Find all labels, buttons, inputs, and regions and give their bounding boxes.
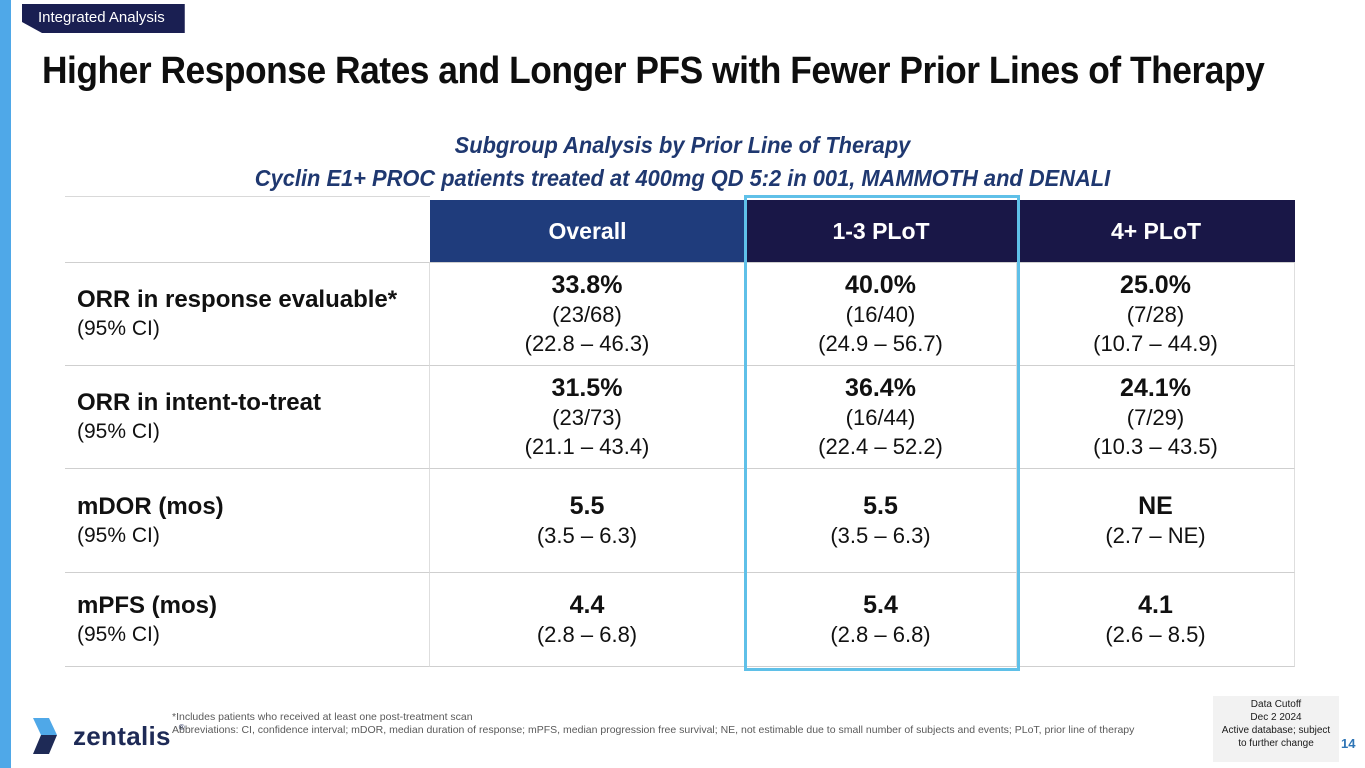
- row-sublabel: (95% CI): [77, 523, 160, 547]
- value-ci: (2.8 – 6.8): [830, 621, 931, 647]
- header-empty-cell: [65, 200, 430, 262]
- value-fraction: (7/28): [1126, 301, 1185, 327]
- row-label-cell: ORR in response evaluable* (95% CI): [65, 262, 430, 365]
- accent-bar: [0, 0, 11, 768]
- value-main: 24.1%: [1120, 373, 1191, 402]
- results-table: Overall 1-3 PLoT 4+ PLoT ORR in response…: [65, 200, 1295, 667]
- footnote-abbreviations: Abbreviations: CI, confidence interval; …: [172, 723, 1135, 736]
- table-top-border: [65, 196, 430, 197]
- subtitle-line1: Subgroup Analysis by Prior Line of Thera…: [454, 132, 911, 158]
- value-ci: (24.9 – 56.7): [818, 330, 943, 356]
- zentalis-wordmark: zentalis: [73, 720, 171, 751]
- value-main: 5.4: [863, 590, 898, 619]
- value-main: 5.5: [569, 491, 605, 520]
- cell-4plus-plot: 25.0% (7/28) (10.7 – 44.9): [1017, 262, 1295, 365]
- header-overall: Overall: [430, 200, 745, 262]
- value-ci: (3.5 – 6.3): [830, 522, 931, 548]
- zentalis-logo: zentalis ®: [28, 716, 185, 756]
- cell-4plus-plot: 24.1% (7/29) (10.3 – 43.5): [1017, 365, 1295, 468]
- cell-4plus-plot: NE (2.7 – NE): [1017, 468, 1295, 572]
- value-ci: (10.3 – 43.5): [1093, 433, 1218, 459]
- row-sublabel: (95% CI): [77, 622, 160, 646]
- value-main: 4.1: [1138, 590, 1173, 619]
- cell-1-3-plot: 40.0% (16/40) (24.9 – 56.7): [745, 262, 1017, 365]
- row-label: ORR in intent-to-treat: [77, 389, 321, 416]
- cell-overall: 5.5 (3.5 – 6.3): [430, 468, 745, 572]
- value-ci: (2.7 – NE): [1105, 522, 1206, 548]
- cell-overall: 31.5% (23/73) (21.1 – 43.4): [430, 365, 745, 468]
- row-label-cell: mDOR (mos) (95% CI): [65, 468, 430, 572]
- subtitle-line2: Cyclin E1+ PROC patients treated at 400m…: [254, 165, 1111, 191]
- row-sublabel: (95% CI): [77, 420, 160, 443]
- value-ci: (2.8 – 6.8): [536, 621, 638, 647]
- value-fraction: (7/29): [1126, 404, 1185, 430]
- value-ci: (22.8 – 46.3): [524, 330, 650, 356]
- value-ci: (2.6 – 8.5): [1105, 621, 1206, 647]
- cutoff-status: Active database; subject to further chan…: [1221, 725, 1331, 749]
- row-label: mPFS (mos): [77, 591, 218, 619]
- value-ci: (3.5 – 6.3): [536, 522, 638, 548]
- zentalis-logo-icon: [33, 718, 57, 754]
- cell-1-3-plot: 36.4% (16/44) (22.4 – 52.2): [745, 365, 1017, 468]
- value-fraction: (16/44): [845, 404, 916, 430]
- cutoff-title: Data Cutoff: [1250, 699, 1302, 710]
- footnote-asterisk: *Includes patients who received at least…: [172, 711, 473, 723]
- value-main: 36.4%: [845, 373, 916, 402]
- registered-mark: ®: [178, 722, 185, 732]
- row-label-cell: ORR in intent-to-treat (95% CI): [65, 365, 430, 468]
- value-ci: (22.4 – 52.2): [818, 433, 943, 459]
- row-label-cell: mPFS (mos) (95% CI): [65, 572, 430, 667]
- data-cutoff-box: Data Cutoff Dec 2 2024 Active database; …: [1213, 696, 1339, 762]
- cell-overall: 4.4 (2.8 – 6.8): [430, 572, 745, 667]
- footnotes: *Includes patients who received at least…: [172, 711, 1147, 736]
- value-ci: (21.1 – 43.4): [524, 433, 650, 459]
- row-sublabel: (95% CI): [77, 317, 160, 340]
- value-fraction: (23/73): [552, 404, 622, 430]
- slide-tag-label: Integrated Analysis: [38, 8, 165, 26]
- value-fraction: (16/40): [845, 301, 916, 327]
- slide-title: Higher Response Rates and Longer PFS wit…: [42, 50, 1265, 92]
- value-fraction: (23/68): [552, 301, 622, 327]
- header-1-3-plot: 1-3 PLoT: [745, 200, 1017, 262]
- header-4plus-plot: 4+ PLoT: [1017, 200, 1295, 262]
- cutoff-date: Dec 2 2024: [1250, 712, 1302, 723]
- value-main: 31.5%: [551, 373, 623, 402]
- value-main: NE: [1138, 491, 1173, 520]
- value-main: 4.4: [569, 590, 605, 619]
- cell-1-3-plot: 5.5 (3.5 – 6.3): [745, 468, 1017, 572]
- value-main: 5.5: [863, 491, 898, 520]
- cell-4plus-plot: 4.1 (2.6 – 8.5): [1017, 572, 1295, 667]
- cell-overall: 33.8% (23/68) (22.8 – 46.3): [430, 262, 745, 365]
- slide-tag-badge: Integrated Analysis: [22, 4, 185, 33]
- value-main: 33.8%: [551, 270, 623, 299]
- cell-1-3-plot: 5.4 (2.8 – 6.8): [745, 572, 1017, 667]
- row-label: mDOR (mos): [77, 492, 224, 520]
- slide-subtitle: Subgroup Analysis by Prior Line of Thera…: [34, 129, 1331, 195]
- page-number: 14: [1341, 736, 1356, 751]
- value-main: 40.0%: [845, 270, 916, 299]
- value-ci: (10.7 – 44.9): [1093, 330, 1218, 356]
- value-main: 25.0%: [1120, 270, 1191, 299]
- row-label: ORR in response evaluable*: [77, 286, 398, 313]
